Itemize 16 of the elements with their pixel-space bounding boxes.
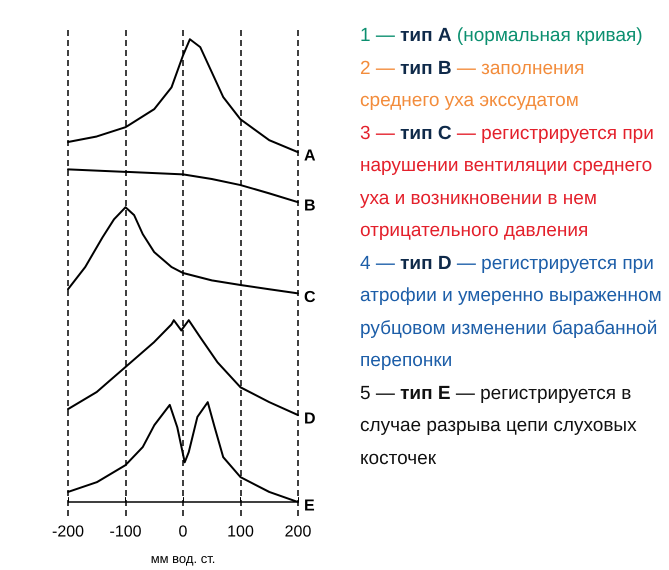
series-label: C: [304, 288, 316, 306]
text: 1 — тип A (нормальная кривая): [360, 24, 644, 48]
x-tick-label: 100: [227, 524, 254, 540]
text: 3 — тип C — регистрируется при нарушении вентиляции среднего уха и возникновении в нем отрицательного давления: [360, 122, 655, 243]
series-label: B: [304, 198, 316, 215]
text: 5 — тип E — регистрируется в случае разрыва цепи слуховых косточек: [360, 382, 638, 470]
series-label: E: [304, 498, 315, 515]
series-label: A: [304, 148, 316, 165]
text: 2 — тип B — заполнения среднего уха экссудатом: [360, 56, 586, 113]
x-tick-label: 0: [178, 524, 188, 540]
x-tick-label: 200: [284, 524, 312, 540]
x-tick-label: -100: [109, 524, 142, 540]
text: 4 — тип D — регистрируется при атрофии и умеренно выраженном рубцовом изменении барабанной перепонки: [360, 252, 663, 373]
x-axis-title: мм вод. ст.: [150, 551, 216, 566]
x-tick-label: -200: [52, 524, 84, 540]
series-label: D: [304, 410, 316, 428]
